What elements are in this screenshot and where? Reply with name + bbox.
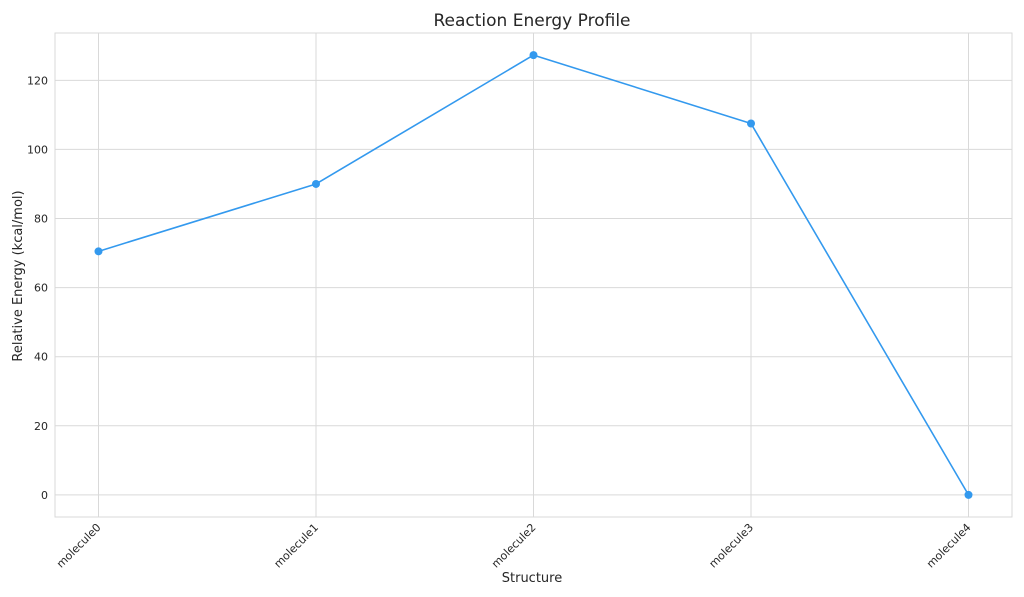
y-tick-label: 120 (27, 74, 48, 87)
y-tick-label: 80 (34, 213, 48, 226)
grid-lines (55, 33, 1012, 517)
data-point (964, 490, 973, 499)
data-point (529, 51, 538, 60)
y-tick-label: 100 (27, 143, 48, 156)
data-point (94, 247, 103, 256)
plot-frame (54, 32, 1013, 518)
data-point (747, 119, 755, 128)
y-tick-label: 60 (34, 282, 48, 295)
x-axis-label: Structure (502, 571, 562, 586)
chart-title: Reaction Energy Profile (433, 11, 630, 31)
y-axis-label: Relative Energy (kcal/mol) (11, 190, 26, 361)
series-layer (94, 51, 973, 499)
y-tick-labels: 0 20 40 60 80 100 120 (27, 74, 48, 502)
y-tick-label: 40 (34, 351, 48, 364)
y-tick-label: 0 (41, 489, 48, 502)
data-point (312, 179, 320, 188)
y-tick-label: 20 (34, 420, 48, 433)
